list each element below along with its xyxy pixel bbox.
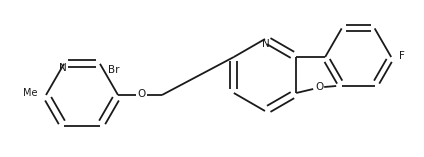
Text: N: N [262, 39, 270, 49]
Text: F: F [399, 51, 405, 61]
Text: Br: Br [108, 65, 120, 75]
Text: N: N [59, 63, 67, 73]
Text: O: O [138, 89, 146, 99]
Text: O: O [315, 82, 324, 92]
Text: Me: Me [23, 88, 38, 98]
